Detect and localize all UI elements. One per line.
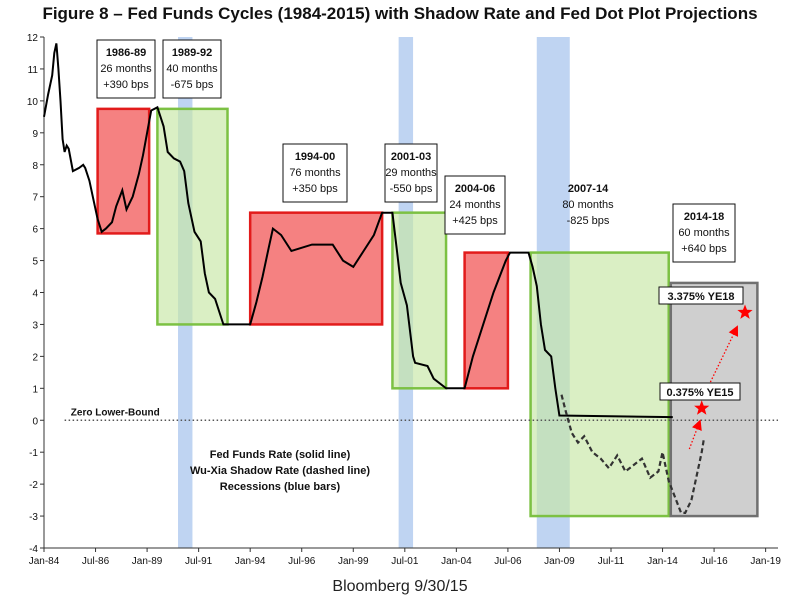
projection-star bbox=[694, 400, 710, 415]
cycle-box-hike bbox=[248, 211, 384, 326]
chart-title: Figure 8 – Fed Funds Cycles (1984-2015) … bbox=[42, 4, 758, 23]
legend-background bbox=[200, 440, 358, 494]
x-tick-label: Jan-89 bbox=[132, 556, 163, 567]
cycle-label-change: +640 bps bbox=[681, 243, 727, 255]
fed-funds-line bbox=[43, 43, 673, 419]
cycle-label-change: -550 bps bbox=[390, 183, 433, 195]
y-tick-label: 7 bbox=[32, 193, 38, 204]
x-tick-label: Jan-14 bbox=[647, 556, 678, 567]
shadow-rate-line bbox=[560, 394, 705, 514]
y-tick-label: 2 bbox=[32, 352, 38, 363]
cycle-label-period: 2014-18 bbox=[684, 211, 724, 223]
projection-arrow bbox=[705, 325, 739, 392]
x-tick-label: Jan-94 bbox=[235, 556, 266, 567]
cycle-label-period: 1989-92 bbox=[172, 47, 212, 59]
dot-plot-projections: 0.375% YE15 3.375% YE18 bbox=[658, 286, 753, 450]
cycle-label-frame bbox=[444, 175, 506, 235]
x-tick-label: Jul-06 bbox=[494, 556, 522, 567]
cycle-label-box: 2007-14 80 months -825 bps bbox=[562, 183, 614, 227]
cycle-label-frame bbox=[672, 203, 736, 263]
cycle-label-frame bbox=[384, 143, 438, 203]
cycle-label-change: -675 bps bbox=[171, 79, 214, 91]
cycle-label-box: 2014-18 60 months +640 bps bbox=[672, 203, 736, 263]
projection-label: 3.375% YE18 bbox=[667, 291, 734, 303]
cycle-labels: 1986-89 26 months +390 bps 1989-92 40 months… bbox=[96, 39, 736, 263]
cycle-label-frame bbox=[282, 143, 348, 203]
cycle-label-box: 1989-92 40 months -675 bps bbox=[162, 39, 222, 99]
x-tick-label: Jul-11 bbox=[598, 556, 625, 567]
y-tick-label: 10 bbox=[27, 97, 39, 108]
cycle-box-cut bbox=[156, 107, 229, 326]
y-tick-label: 8 bbox=[32, 161, 38, 172]
x-tick-label: Jan-84 bbox=[29, 556, 60, 567]
cycle-label-change: +425 bps bbox=[452, 215, 498, 227]
cycle-label-change: +390 bps bbox=[103, 79, 149, 91]
y-tick-label: 0 bbox=[32, 416, 38, 427]
y-tick-label: 4 bbox=[32, 289, 38, 300]
series-lines bbox=[43, 43, 705, 514]
x-tick-label: Jul-91 bbox=[185, 556, 213, 567]
cycle-box-hike bbox=[96, 107, 151, 235]
x-tick-label: Jul-86 bbox=[82, 556, 110, 567]
cycle-label-change: -825 bps bbox=[567, 215, 610, 227]
cycle-label-period: 2007-14 bbox=[568, 183, 609, 195]
cycle-box-cut bbox=[391, 211, 448, 390]
legend-line-1: Fed Funds Rate (solid line) bbox=[210, 449, 351, 461]
cycle-label-period: 1986-89 bbox=[106, 47, 146, 59]
projection-label-frame bbox=[658, 286, 744, 305]
cycle-label-duration: 60 months bbox=[678, 227, 730, 239]
cycle-label-frame bbox=[96, 39, 156, 99]
x-tick-label: Jan-04 bbox=[441, 556, 472, 567]
cycle-label-box: 2004-06 24 months +425 bps bbox=[444, 175, 506, 235]
cycle-label-duration: 76 months bbox=[289, 167, 341, 179]
y-tick-label: -3 bbox=[29, 512, 38, 523]
projection-label: 0.375% YE15 bbox=[666, 387, 733, 399]
y-tick-label: 11 bbox=[28, 65, 39, 76]
y-tick-label: 6 bbox=[32, 225, 38, 236]
y-tick-label: 12 bbox=[27, 33, 39, 44]
y-tick-label: -4 bbox=[29, 544, 38, 555]
cycle-label-duration: 29 months bbox=[385, 167, 437, 179]
cycle-label-box: 1986-89 26 months +390 bps bbox=[96, 39, 156, 99]
cycle-label-box: 1994-00 76 months +350 bps bbox=[282, 143, 348, 203]
cycle-label-period: 1994-00 bbox=[295, 151, 335, 163]
x-tick-label: Jan-99 bbox=[338, 556, 369, 567]
zero-lower-bound-label: Zero Lower-Bound bbox=[71, 407, 160, 418]
cycle-label-period: 2004-06 bbox=[455, 183, 495, 195]
x-tick-label: Jul-96 bbox=[288, 556, 316, 567]
x-tick-label: Jul-01 bbox=[391, 556, 419, 567]
y-tick-label: -2 bbox=[29, 480, 38, 491]
cycle-box-cut bbox=[529, 251, 670, 518]
cycle-label-box: 2001-03 29 months -550 bps bbox=[384, 143, 438, 203]
x-tick-label: Jan-19 bbox=[750, 556, 781, 567]
cycle-label-duration: 24 months bbox=[449, 199, 501, 211]
cycle-label-duration: 40 months bbox=[166, 63, 218, 75]
cycle-label-duration: 80 months bbox=[562, 199, 614, 211]
cycle-boxes bbox=[96, 107, 759, 518]
legend-box: Fed Funds Rate (solid line) Wu-Xia Shado… bbox=[190, 440, 370, 494]
cycle-label-change: +350 bps bbox=[292, 183, 338, 195]
x-tick-label: Jan-09 bbox=[544, 556, 575, 567]
y-tick-label: 9 bbox=[32, 129, 38, 140]
y-tick-label: 1 bbox=[32, 384, 38, 395]
cycle-label-frame bbox=[162, 39, 222, 99]
cycle-label-period: 2001-03 bbox=[391, 151, 431, 163]
y-tick-label: -1 bbox=[29, 448, 38, 459]
legend-line-3: Recessions (blue bars) bbox=[220, 481, 341, 493]
projection-label-frame bbox=[659, 382, 741, 401]
y-tick-label: 3 bbox=[32, 320, 38, 331]
projection-star bbox=[737, 304, 753, 319]
y-tick-label: 5 bbox=[32, 257, 38, 268]
legend-line-2: Wu-Xia Shadow Rate (dashed line) bbox=[190, 465, 370, 477]
cycle-label-duration: 26 months bbox=[100, 63, 152, 75]
source-note: Bloomberg 9/30/15 bbox=[332, 578, 468, 595]
x-tick-label: Jul-16 bbox=[700, 556, 728, 567]
projection-arrow bbox=[688, 419, 702, 450]
